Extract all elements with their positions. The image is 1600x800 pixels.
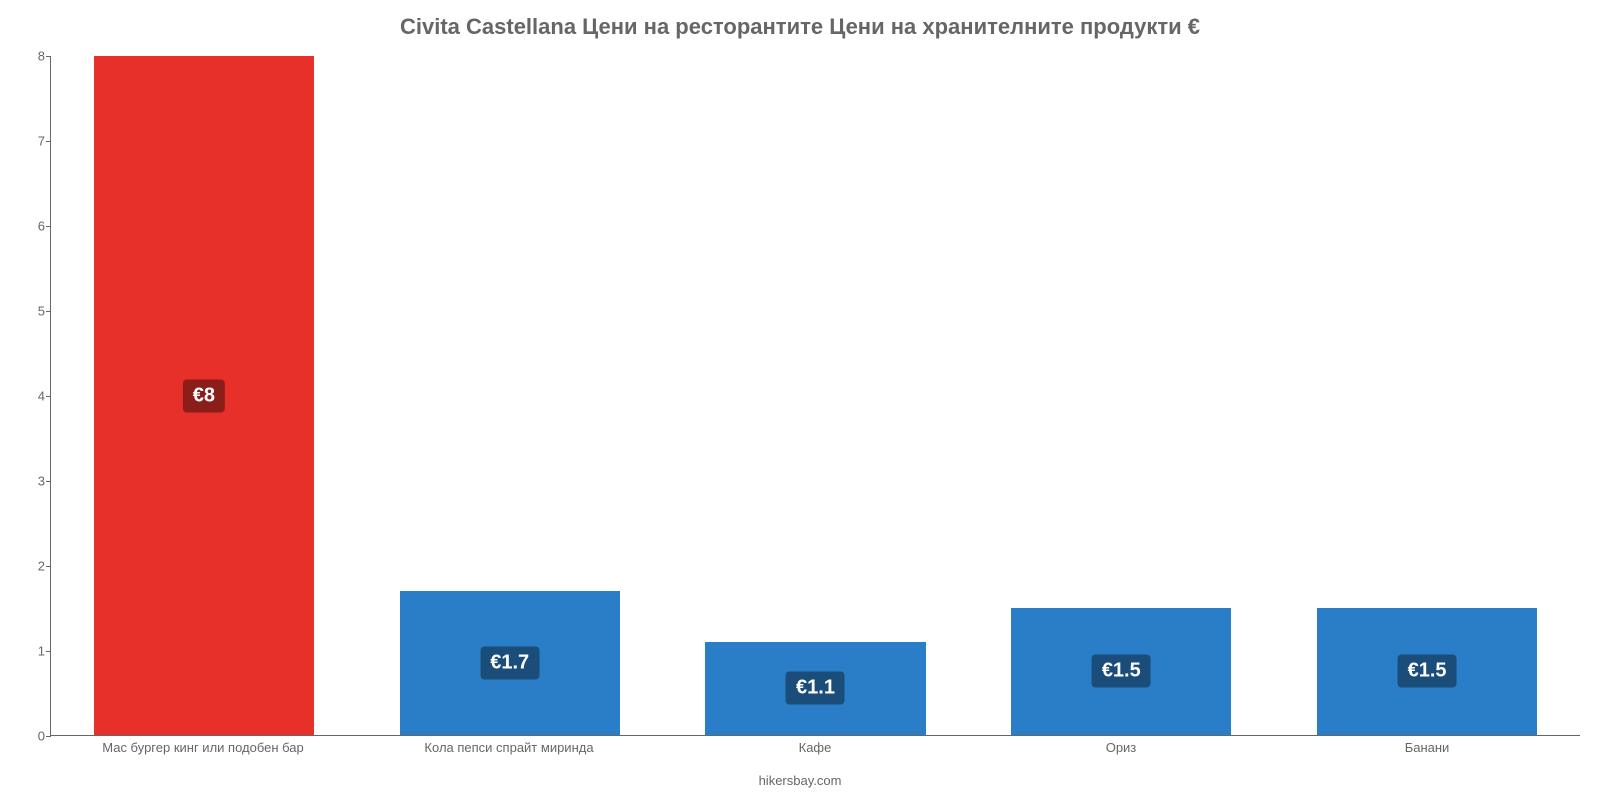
y-tick-mark (46, 481, 51, 482)
chart-title: Civita Castellana Цени на ресторантите Ц… (0, 14, 1600, 40)
bar: €8 (94, 56, 314, 735)
bar-slot: €1.1 (663, 56, 969, 735)
y-tick-label: 6 (21, 219, 45, 234)
y-tick-label: 1 (21, 644, 45, 659)
x-tick-label: Банани (1274, 740, 1580, 755)
x-tick-label: Кафе (662, 740, 968, 755)
price-bar-chart: Civita Castellana Цени на ресторантите Ц… (0, 0, 1600, 800)
y-tick-mark (46, 141, 51, 142)
x-tick-label: Мас бургер кинг или подобен бар (50, 740, 356, 755)
bar: €1.1 (705, 642, 925, 735)
bar: €1.5 (1011, 608, 1231, 735)
x-tick-label: Ориз (968, 740, 1274, 755)
y-tick-label: 7 (21, 134, 45, 149)
bar-slot: €1.5 (1274, 56, 1580, 735)
y-tick-label: 0 (21, 729, 45, 744)
plot-area: €8€1.7€1.1€1.5€1.5 012345678 (50, 56, 1580, 736)
bar-value-label: €8 (183, 380, 225, 413)
bar: €1.7 (400, 591, 620, 735)
y-tick-label: 5 (21, 304, 45, 319)
y-tick-mark (46, 226, 51, 227)
y-tick-label: 2 (21, 559, 45, 574)
y-tick-mark (46, 566, 51, 567)
bar-slot: €1.7 (357, 56, 663, 735)
y-tick-mark (46, 311, 51, 312)
y-tick-mark (46, 651, 51, 652)
bar: €1.5 (1317, 608, 1537, 735)
bar-slot: €8 (51, 56, 357, 735)
y-tick-label: 8 (21, 49, 45, 64)
y-tick-mark (46, 56, 51, 57)
bar-value-label: €1.1 (786, 672, 845, 705)
bar-value-label: €1.7 (480, 646, 539, 679)
y-tick-mark (46, 736, 51, 737)
y-tick-label: 3 (21, 474, 45, 489)
y-tick-label: 4 (21, 389, 45, 404)
bar-value-label: €1.5 (1092, 655, 1151, 688)
x-axis-labels: Мас бургер кинг или подобен барКола пепс… (50, 740, 1580, 755)
bars-container: €8 €1.7 €1.1 €1.5 €1.5 (51, 56, 1580, 735)
chart-credit: hikersbay.com (0, 773, 1600, 788)
bar-slot: €1.5 (968, 56, 1274, 735)
bar-value-label: €1.5 (1398, 655, 1457, 688)
y-tick-mark (46, 396, 51, 397)
x-tick-label: Кола пепси спрайт миринда (356, 740, 662, 755)
